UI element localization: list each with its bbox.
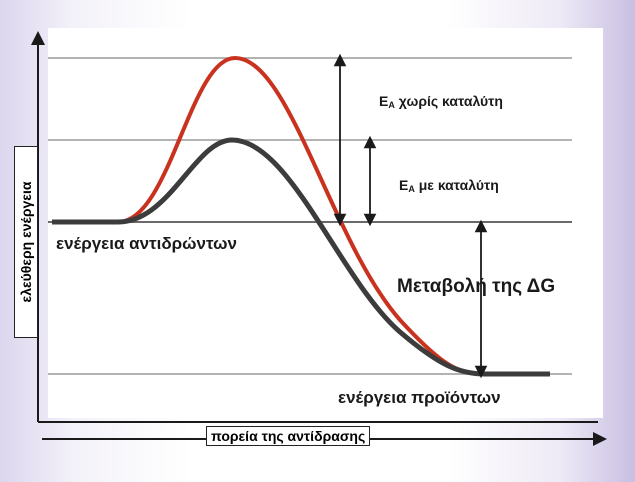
ea-without-catalyst-label: EA χωρίς καταλύτη xyxy=(379,93,503,110)
uncatalyzed-curve xyxy=(52,55,548,376)
ea-without-catalyst-subscript: A xyxy=(388,100,395,110)
delta-g-label: Μεταβολή της ΔG xyxy=(397,276,556,297)
x-axis-label: πορεία της αντίδρασης xyxy=(206,426,371,446)
ea-with-catalyst-symbol: E xyxy=(399,177,409,193)
product-energy-label: ενέργεια προϊόντων xyxy=(338,388,501,407)
ea-without-catalyst-text: χωρίς καταλύτη xyxy=(394,93,503,109)
ea-with-catalyst-text: με καταλύτη xyxy=(414,177,499,193)
catalyzed-curve xyxy=(52,137,550,377)
y-axis-label: ελεύθερη ενέργεια xyxy=(14,146,38,338)
ea-without-catalyst-symbol: E xyxy=(379,93,389,109)
ea-with-catalyst-label: EA με καταλύτη xyxy=(399,177,499,194)
ea-with-catalyst-subscript: A xyxy=(408,184,415,194)
reactant-energy-label: ενέργεια αντιδρώντων xyxy=(56,234,237,253)
